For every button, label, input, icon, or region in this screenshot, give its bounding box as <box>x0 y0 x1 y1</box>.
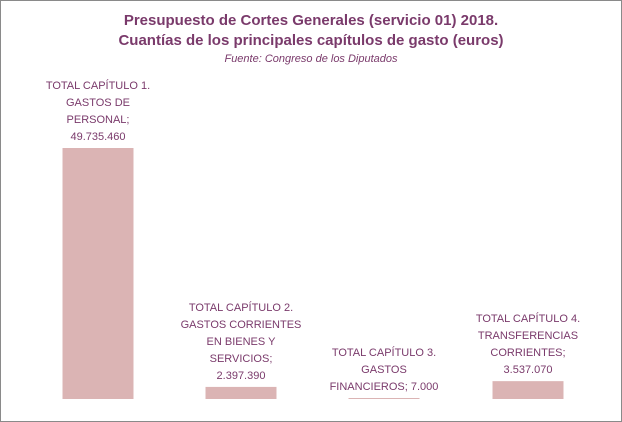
chart-subtitle: Fuente: Congreso de los Diputados <box>224 53 398 65</box>
chart-title: Presupuesto de Cortes Generales (servici… <box>123 12 499 29</box>
data-label-4: TOTAL CAPÍTULO 4. TRANSFERENCIAS CORRIENTE… <box>476 312 580 376</box>
bar-1 <box>62 148 134 399</box>
data-label-3: TOTAL CAPÍTULO 3. GASTOS FINANCIEROS; 7.00… <box>330 346 439 393</box>
chart-title-block: Presupuesto de Cortes Generales (servici… <box>1 11 621 51</box>
bar-2 <box>205 386 277 399</box>
data-label-1: TOTAL CAPÍTULO 1. GASTOS DE PERSONAL; 49.73… <box>46 79 150 143</box>
bar-3 <box>348 398 420 399</box>
chart-title-line-2: Cuantías de los principales capítulos de… <box>118 32 504 49</box>
bar-4 <box>492 381 564 399</box>
data-label-2: TOTAL CAPÍTULO 2. GASTOS CORRIENTES EN BIE… <box>181 301 302 382</box>
